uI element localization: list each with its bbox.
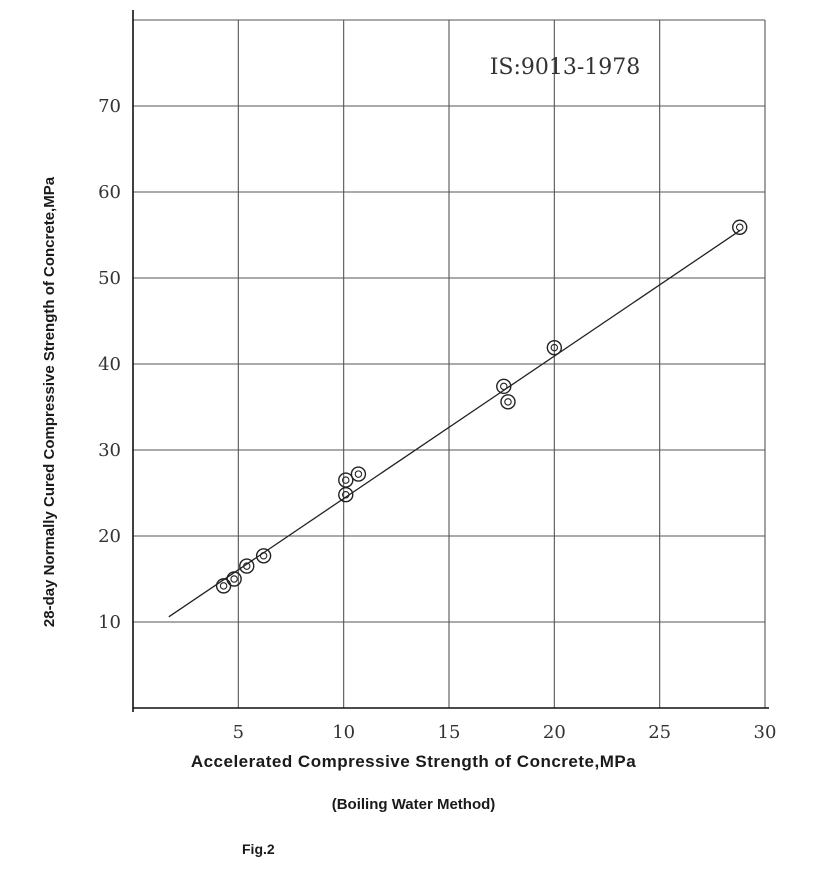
data-point <box>338 472 354 488</box>
figure-caption: Fig.2 <box>242 841 275 857</box>
y-tick-label: 20 <box>98 526 121 547</box>
tick-labels: 5 10 15 20 25 30 10 20 30 40 50 60 70 <box>98 96 776 743</box>
data-point-ring <box>338 472 354 488</box>
data-point <box>338 487 354 503</box>
data-point-ring <box>239 558 255 574</box>
x-axis-sublabel: (Boiling Water Method) <box>331 796 496 813</box>
data-point-core <box>243 562 251 570</box>
data-point <box>226 571 242 587</box>
x-tick-label: 5 <box>233 722 244 743</box>
data-point-ring <box>215 578 232 594</box>
y-tick-label: 60 <box>98 182 121 203</box>
grid <box>133 19 766 708</box>
data-point <box>350 466 367 482</box>
data-point-core <box>504 398 512 406</box>
y-tick-label: 50 <box>98 268 121 289</box>
x-tick-label: 10 <box>332 722 355 743</box>
y-tick-label: 30 <box>98 440 121 461</box>
data-point-ring <box>546 339 563 356</box>
data-point-ring <box>350 466 367 482</box>
x-tick-label: 30 <box>754 722 777 743</box>
data-point-core <box>259 552 268 560</box>
y-tick-label: 10 <box>98 612 121 633</box>
data-point <box>215 578 232 594</box>
data-point <box>500 394 516 410</box>
x-tick-label: 15 <box>438 722 461 743</box>
data-point-ring <box>226 571 242 587</box>
y-tick-label: 40 <box>98 354 121 375</box>
axes <box>132 10 769 712</box>
data-point-ring <box>255 548 272 564</box>
data-point-ring <box>500 394 516 410</box>
data-point <box>496 378 512 395</box>
annotation-label: IS:9013-1978 <box>490 55 641 80</box>
x-axis-label: Accelerated Compressive Strength of Conc… <box>190 752 637 771</box>
data-point-core <box>354 470 363 478</box>
data-point-core <box>500 382 508 391</box>
y-axis-label: 28-day Normally Cured Compressive Streng… <box>41 176 58 627</box>
data-point <box>239 558 255 574</box>
data-points <box>215 219 748 594</box>
data-point-core <box>735 223 744 232</box>
data-point-ring <box>732 219 748 235</box>
data-point-core <box>230 575 238 583</box>
data-point-core <box>342 476 350 484</box>
data-point-core <box>219 582 228 590</box>
data-point-ring <box>338 487 354 503</box>
fit-line <box>168 230 741 618</box>
data-point-core <box>550 343 559 352</box>
x-tick-label: 25 <box>648 722 671 743</box>
data-point <box>255 548 272 564</box>
y-tick-label: 70 <box>98 96 121 117</box>
data-point <box>732 219 748 235</box>
data-point-core <box>342 490 350 499</box>
x-tick-label: 20 <box>543 722 566 743</box>
data-point-ring <box>496 378 512 395</box>
data-point <box>546 339 563 356</box>
